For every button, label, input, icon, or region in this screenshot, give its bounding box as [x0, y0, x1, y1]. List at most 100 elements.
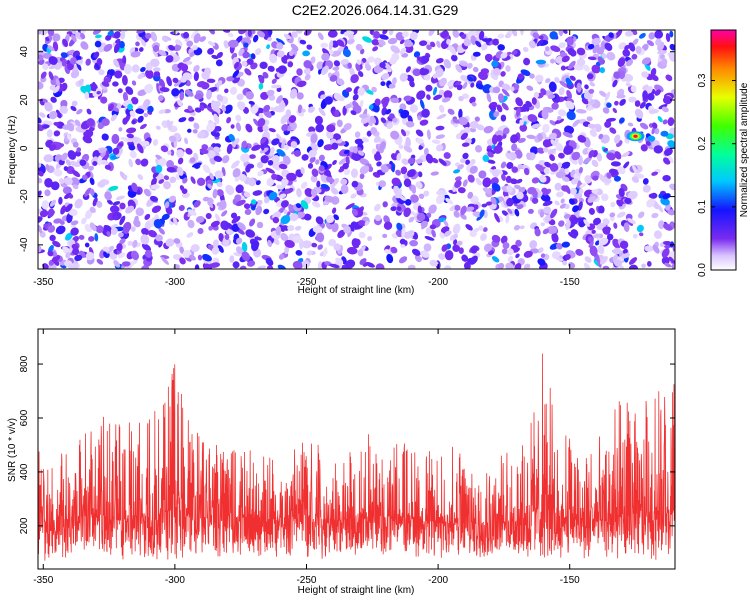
- spectrogram-cell: [152, 45, 160, 52]
- spectrogram-cell: [121, 261, 131, 267]
- spectrogram-cell: [150, 58, 160, 68]
- spectrogram-cell: [321, 65, 329, 76]
- spectrogram-cell: [44, 102, 53, 112]
- spectrogram-cell: [315, 232, 325, 243]
- snr-x-tick-label: -250: [296, 575, 316, 586]
- spectrogram-cell: [201, 71, 210, 80]
- spectrogram-cell: [598, 90, 607, 98]
- colorbar-tick-label: 0.2: [697, 136, 708, 150]
- spectrogram-cell: [657, 116, 663, 123]
- spectrogram-cell: [70, 105, 77, 112]
- spectrogram-cell: [113, 260, 121, 268]
- spectrogram-cell: [426, 129, 431, 140]
- spectrogram-cell: [458, 108, 463, 119]
- spectrogram-cell: [587, 56, 597, 61]
- spectrogram-cell: [662, 119, 668, 125]
- spectrogram-cell: [355, 62, 361, 72]
- spectrogram-cell: [591, 37, 601, 46]
- spectrogram-cell: [265, 167, 276, 174]
- spectrogram-cell: [614, 134, 621, 144]
- spectrogram-cell: [364, 220, 369, 226]
- spectrogram-cell: [68, 193, 74, 199]
- spectrogram-cell: [248, 100, 255, 106]
- spectrogram-cell: [657, 50, 667, 55]
- spectrogram-cell: [224, 88, 229, 94]
- spectrogram-cell: [95, 34, 102, 39]
- spectrogram-cell: [247, 177, 256, 187]
- spectrogram-cell: [263, 208, 270, 215]
- spectrogram-cell: [70, 69, 80, 79]
- spectrogram-cell: [93, 51, 100, 59]
- spectrogram-cell: [655, 38, 662, 46]
- spectrogram-cell: [436, 190, 447, 196]
- spectrogram-cell: [425, 153, 434, 164]
- spectrogram-cell: [320, 183, 330, 190]
- spectrogram-cell: [141, 228, 150, 236]
- spectrogram-cell: [67, 49, 75, 55]
- spectrogram-cell: [106, 231, 111, 237]
- spectrogram-cell: [296, 80, 307, 88]
- spectrogram-cell: [123, 227, 129, 234]
- spectrogram-cell: [136, 30, 146, 34]
- spectrogram-cell: [299, 39, 307, 45]
- spectrogram-cell: [444, 250, 454, 261]
- spectrogram-cell: [66, 122, 75, 132]
- spectrogram-cell: [50, 181, 60, 191]
- spectrogram-cell: [619, 265, 624, 269]
- spectrogram-cell: [396, 222, 403, 231]
- spectrogram-cell: [493, 145, 503, 154]
- spectrogram-cell: [621, 151, 630, 158]
- spectrogram-cell: [441, 97, 451, 103]
- spectrogram-cell: [237, 222, 246, 231]
- spectrogram-cell: [609, 212, 616, 218]
- spectrogram-cell: [362, 36, 373, 43]
- spectrogram-cell: [378, 39, 386, 46]
- spectrogram-cell: [283, 33, 292, 40]
- spectrogram-cell: [47, 208, 55, 218]
- spectrogram-cell: [289, 88, 298, 99]
- colorbar-label: Normalized spectral amplitude: [739, 82, 750, 217]
- spectrogram-cell: [588, 88, 595, 94]
- spectrogram-cell: [107, 30, 114, 36]
- spectrogram-cell: [426, 44, 432, 51]
- spectrogram-cell: [583, 219, 590, 227]
- spectrogram-cell: [316, 61, 324, 70]
- spectrogram-cell: [295, 203, 302, 209]
- spectrogram-cell: [560, 161, 571, 170]
- spectrogram-cell: [501, 83, 511, 91]
- spectrogram-cell: [328, 238, 337, 247]
- spectrogram-cell: [569, 155, 578, 165]
- spectrogram-cell: [501, 210, 509, 217]
- spectrogram-cell: [253, 34, 259, 43]
- spectrogram-cell: [109, 252, 118, 260]
- spectrogram-cell: [99, 159, 109, 165]
- spectrogram-cell: [379, 61, 386, 69]
- spectrogram-cell: [551, 251, 561, 260]
- spectrogram-cell: [137, 174, 144, 181]
- spectrogram-cell: [266, 177, 275, 187]
- spectrogram-cell: [407, 157, 416, 165]
- spectrogram-cell: [447, 79, 455, 87]
- spectrogram-cell: [104, 164, 112, 170]
- spectrogram-cell: [258, 75, 265, 84]
- spectrogram-cell: [591, 159, 599, 168]
- spectrogram-cell: [484, 53, 493, 62]
- spectrogram-cell: [160, 256, 170, 265]
- spectrogram-cell: [52, 41, 59, 52]
- spectrogram-cell: [388, 113, 395, 120]
- spectrogram-y-tick-label: 40: [19, 46, 30, 58]
- spectrogram-cell: [413, 51, 421, 58]
- spectrogram-cell: [347, 62, 352, 69]
- spectrogram-cell: [500, 52, 508, 59]
- spectrogram-cell: [660, 54, 665, 60]
- spectrogram-cell: [475, 177, 482, 186]
- spectrogram-cell: [496, 104, 503, 113]
- spectrogram-cell: [80, 41, 89, 50]
- spectrogram-cell: [378, 34, 389, 40]
- spectrogram-cell: [403, 145, 413, 153]
- spectrogram-cell: [462, 152, 469, 160]
- spectrogram-cell: [433, 94, 443, 101]
- spectrogram-cell: [624, 197, 632, 205]
- spectrogram-cell: [622, 248, 628, 254]
- spectrogram-cell: [59, 105, 68, 114]
